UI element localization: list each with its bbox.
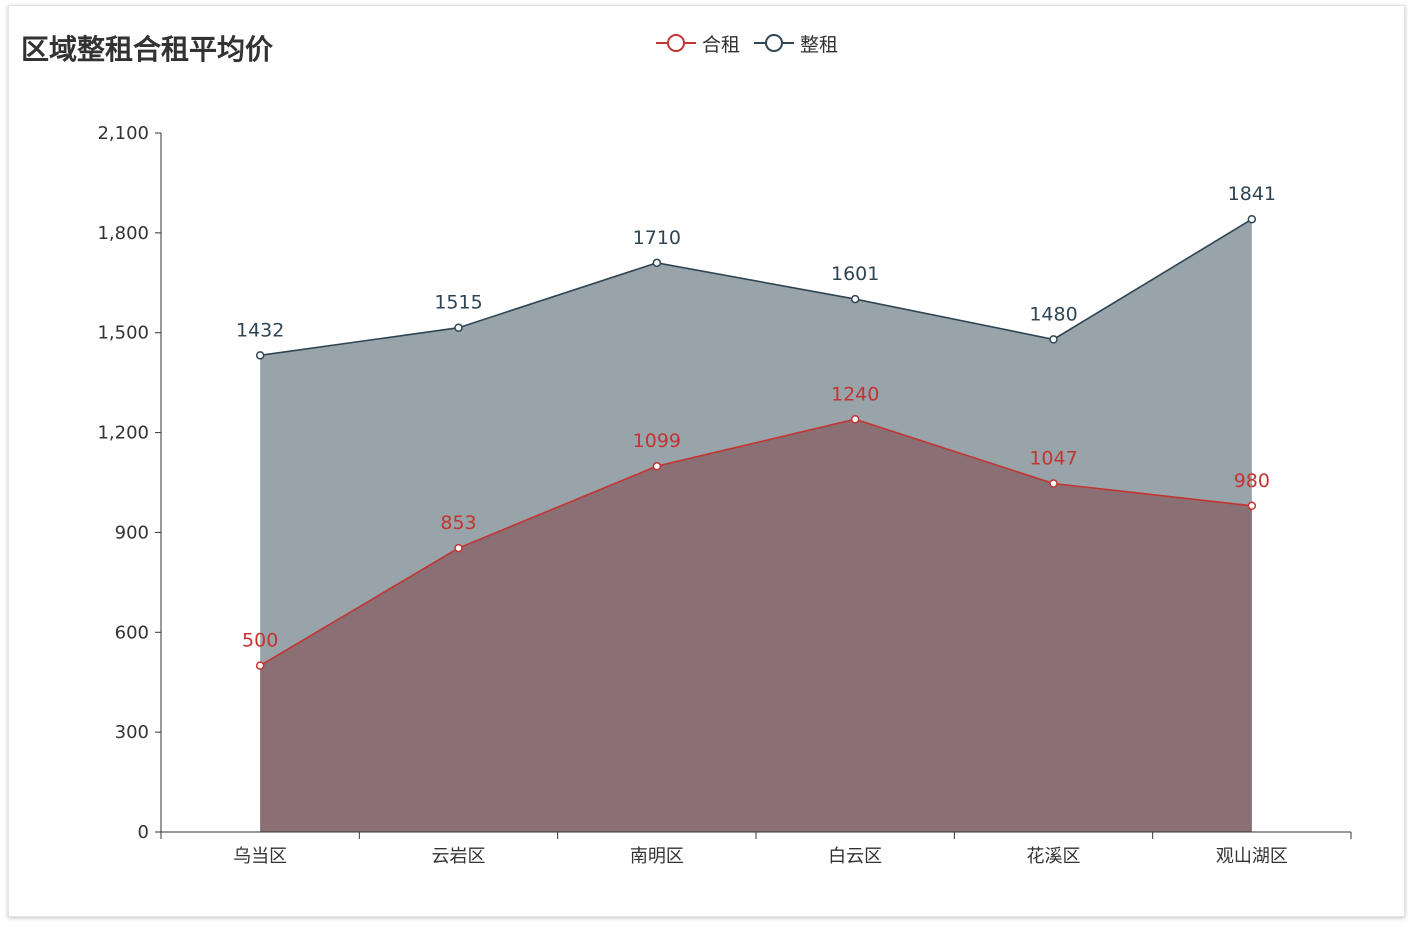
series-line-0: [259, 418, 1252, 667]
data-label-s1-0: 1432: [236, 319, 284, 341]
x-tick-label-1: 云岩区: [432, 846, 486, 867]
data-point-s0-0: [255, 661, 265, 670]
x-tick-label-3: 白云区: [828, 846, 882, 867]
data-point-s1-0: [255, 351, 265, 360]
data-point-s0-2: [652, 461, 662, 471]
y-tick-label-5: 1,500: [97, 323, 149, 344]
series-line-1: [260, 218, 1253, 357]
data-label-s1-5: 1841: [1228, 183, 1276, 205]
data-label-s0-4: 1047: [1029, 447, 1077, 469]
legend: 合租 整租: [656, 30, 852, 57]
y-tick-label-4: 1,200: [97, 423, 149, 444]
y-tick-label-6: 1,800: [97, 223, 149, 244]
data-point-s1-5: [1247, 214, 1257, 224]
legend-marker-zhengzu-icon: [754, 34, 795, 52]
legend-item-hezu[interactable]: 合租: [656, 30, 740, 57]
data-label-s1-4: 1480: [1029, 303, 1077, 325]
y-tick-label-3: 900: [115, 522, 149, 543]
data-label-s1-1: 1515: [434, 292, 482, 314]
data-label-s1-3: 1601: [831, 263, 879, 285]
data-point-s1-1: [454, 323, 463, 332]
y-tick-label-1: 300: [115, 722, 149, 743]
data-label-s1-2: 1710: [633, 227, 681, 249]
legend-marker-hezu-icon: [656, 34, 696, 52]
data-label-s0-5: 980: [1234, 470, 1270, 492]
x-tick-label-5: 观山湖区: [1216, 846, 1288, 867]
data-point-s0-1: [454, 543, 463, 553]
legend-label-hezu: 合租: [702, 33, 741, 56]
data-point-s0-4: [1049, 479, 1058, 488]
data-point-s1-4: [1049, 335, 1058, 344]
area-fill-series-0: [260, 419, 1252, 832]
y-tick-label-7: 2,100: [97, 123, 149, 144]
x-tick-label-4: 花溪区: [1027, 846, 1081, 867]
chart-title: 区域整租合租平均价: [21, 33, 274, 66]
legend-label-zhengzu: 整租: [800, 33, 839, 56]
data-point-s0-5: [1247, 501, 1257, 511]
y-tick-label-0: 0: [138, 822, 149, 843]
data-label-s0-1: 853: [440, 512, 476, 534]
x-tick-label-0: 乌当区: [233, 846, 287, 867]
y-tick-label-2: 600: [115, 622, 149, 643]
data-point-s1-2: [652, 258, 662, 268]
data-label-s0-3: 1240: [831, 383, 879, 405]
x-tick-label-2: 南明区: [630, 846, 684, 867]
data-label-s0-2: 1099: [633, 430, 681, 452]
legend-item-zhengzu[interactable]: 整租: [754, 30, 838, 57]
data-point-s1-3: [850, 294, 860, 304]
data-point-s0-3: [850, 415, 860, 424]
data-label-s0-0: 500: [242, 630, 278, 652]
